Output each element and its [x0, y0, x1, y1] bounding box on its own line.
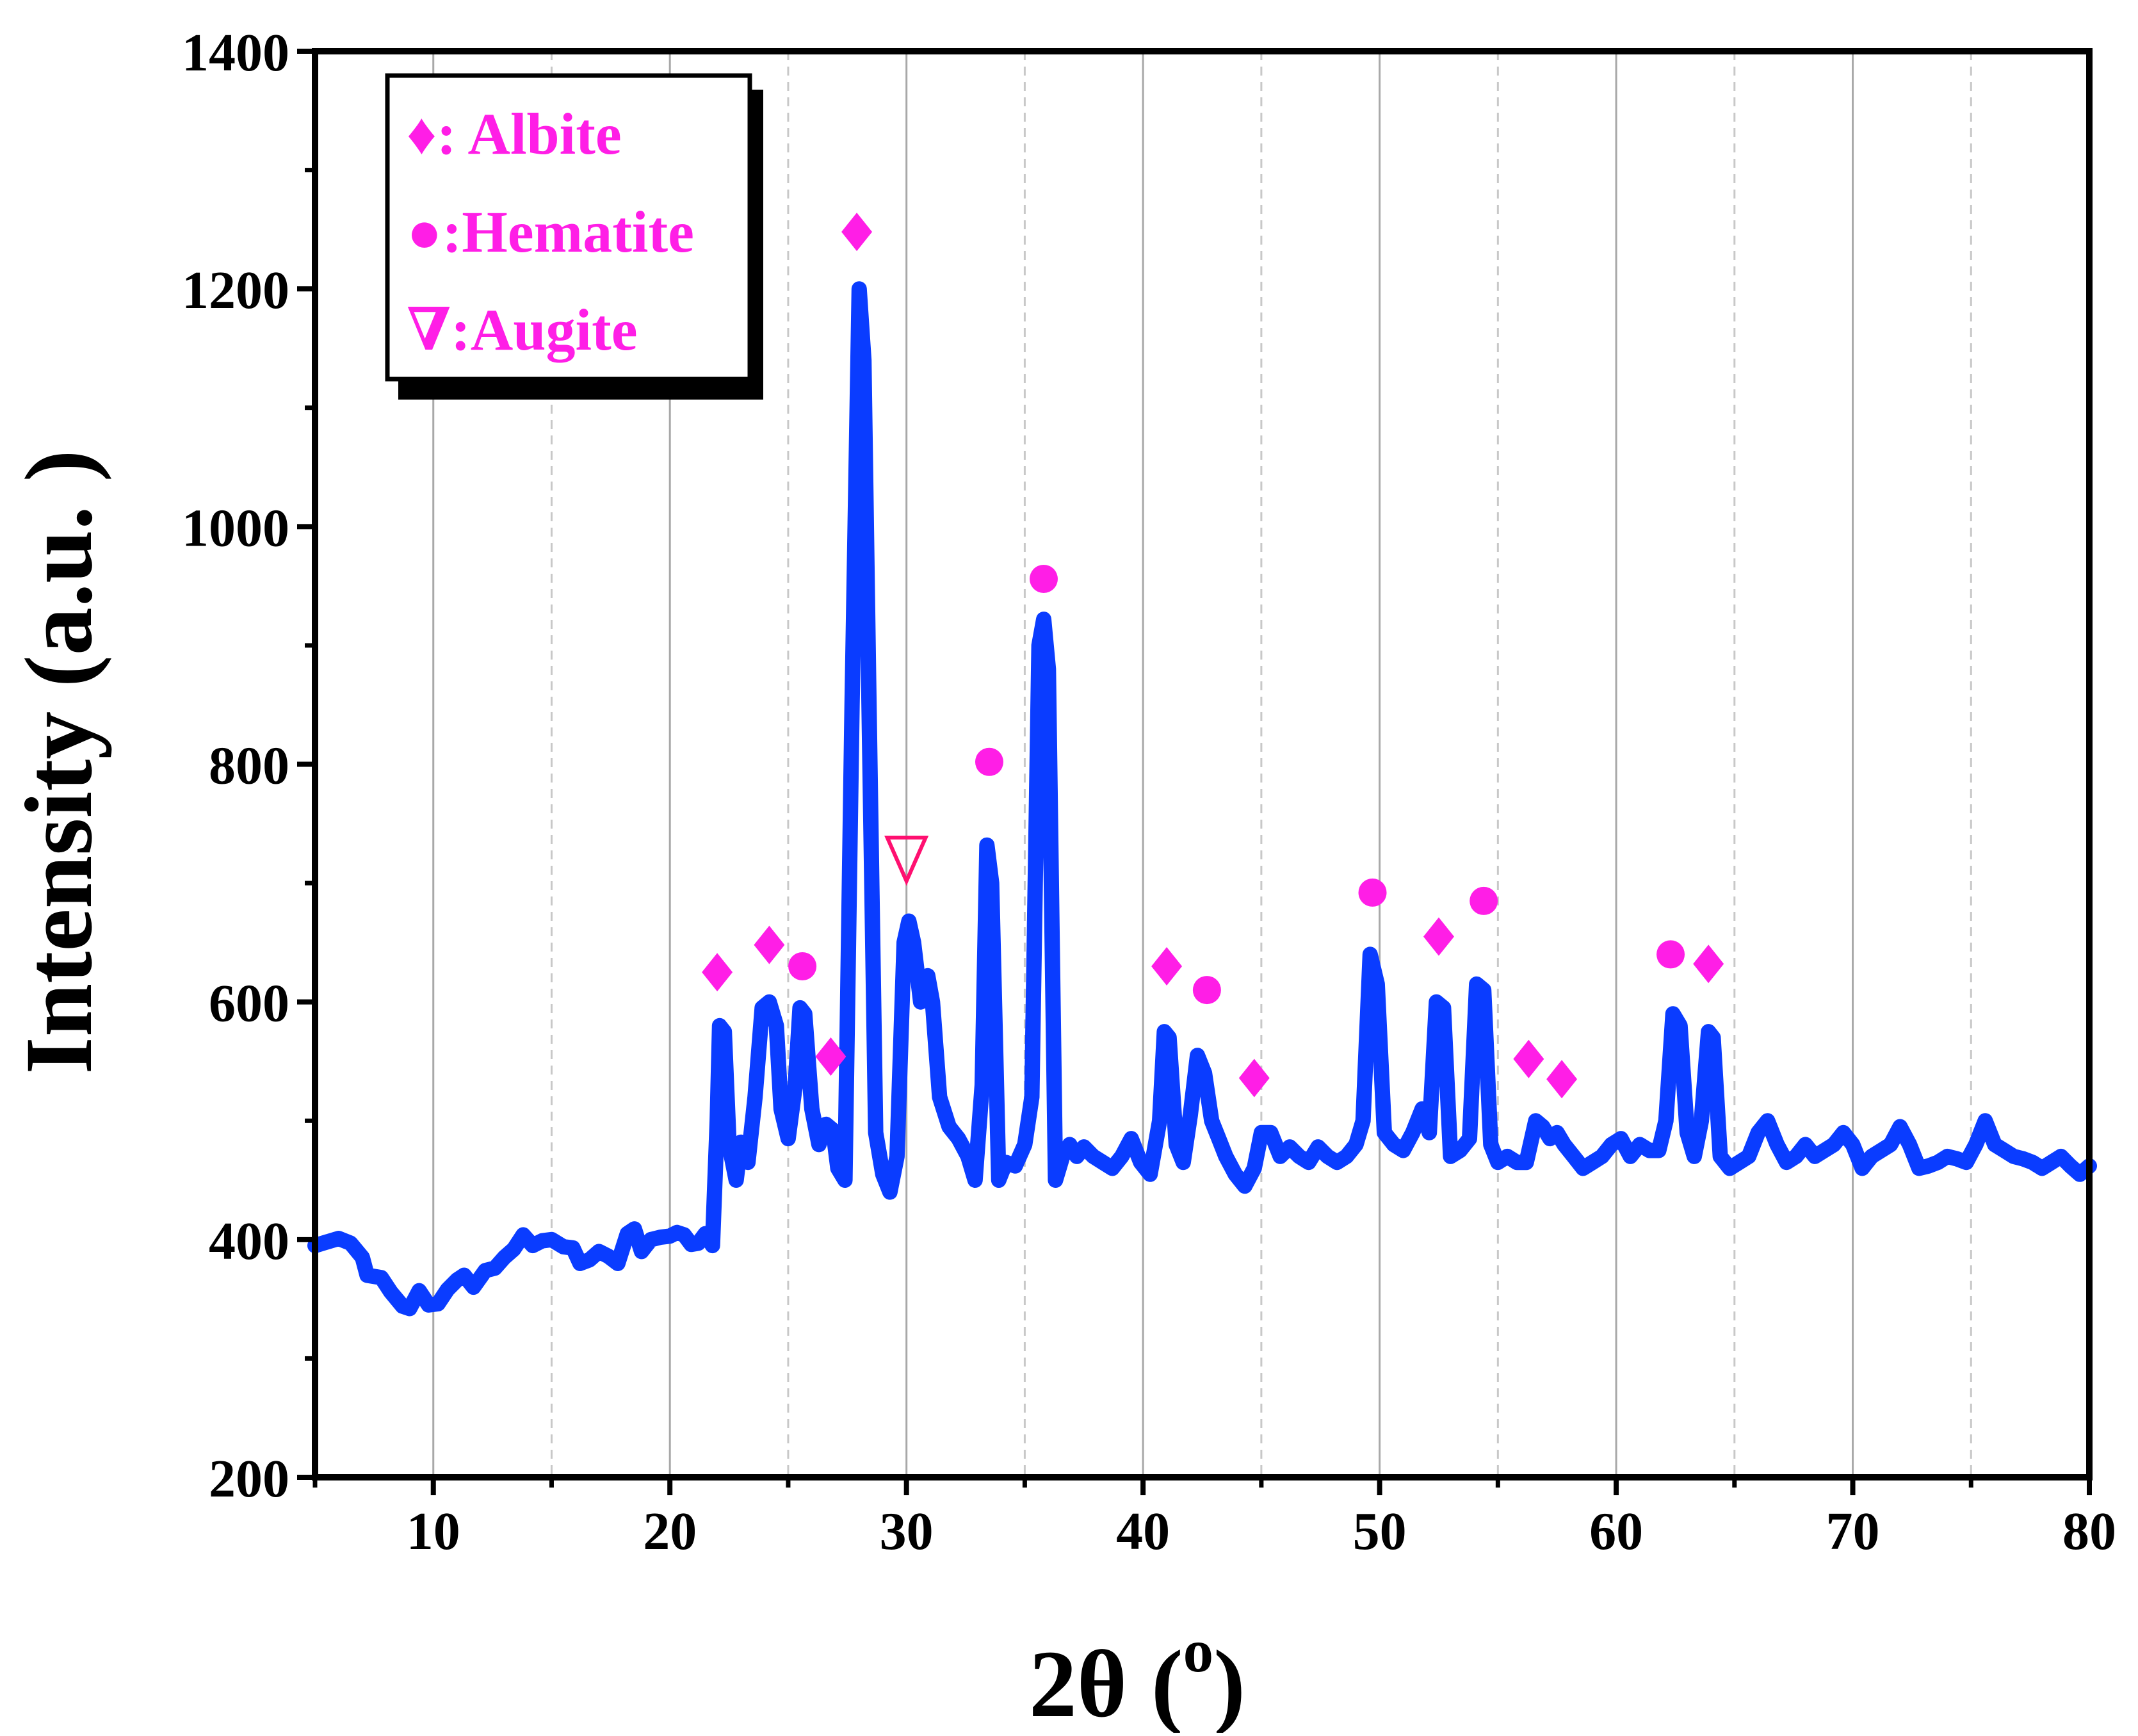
marker-albite-1 — [754, 925, 785, 964]
legend-entry-augite: ∇:Augite — [407, 297, 638, 362]
y-tick-label-1000: 1000 — [182, 498, 289, 558]
legend-albite-label: : Albite — [437, 101, 622, 166]
marker-hematite-11 — [1358, 878, 1387, 907]
y-tick-labels: 200 400 600 800 1000 1200 1400 — [182, 23, 289, 1509]
legend: ♦: Albite ●:Hematite ∇:Augite — [385, 73, 763, 400]
marker-hematite-7 — [1029, 564, 1058, 593]
marker-albite-0 — [702, 953, 733, 992]
x-tick-label-80: 80 — [2062, 1502, 2116, 1561]
x-tick-label-70: 70 — [1826, 1502, 1880, 1561]
y-tick-label-800: 800 — [209, 736, 289, 796]
legend-entry-hematite: ●:Hematite — [407, 199, 694, 264]
marker-albite-14 — [1513, 1039, 1544, 1078]
y-tick-label-1400: 1400 — [182, 23, 289, 83]
x-axis-title-sup: o — [1183, 1617, 1214, 1685]
x-tick-label-60: 60 — [1589, 1502, 1643, 1561]
marker-hematite-9 — [1192, 976, 1221, 1005]
series-line-xrd — [307, 281, 2097, 1317]
axis-ticks — [297, 49, 2092, 1495]
legend-augite-label: :Augite — [451, 297, 637, 362]
x-tick-label-40: 40 — [1116, 1502, 1170, 1561]
x-axis-title: 2θ (o) — [1029, 1617, 1245, 1733]
grid-lines — [432, 51, 1972, 1477]
x-axis-title-close: ) — [1213, 1631, 1245, 1733]
marker-hematite-6 — [975, 747, 1003, 776]
y-tick-label-1200: 1200 — [182, 261, 289, 320]
legend-albite-symbol: ♦ — [407, 101, 437, 166]
marker-hematite-16 — [1656, 940, 1685, 969]
marker-hematite-13 — [1470, 886, 1498, 915]
marker-albite-3 — [815, 1037, 846, 1076]
marker-augite-5 — [884, 835, 929, 886]
x-tick-label-10: 10 — [407, 1502, 460, 1561]
x-tick-labels: 10 20 30 40 50 60 70 80 — [407, 1502, 2116, 1561]
legend-entry-albite: ♦: Albite — [407, 101, 622, 166]
series-layer — [307, 281, 2097, 1317]
legend-augite-symbol: ∇ — [407, 297, 451, 362]
marker-hematite-2 — [788, 952, 817, 980]
x-axis-title-main: 2θ ( — [1029, 1631, 1183, 1733]
marker-albite-15 — [1546, 1060, 1578, 1099]
y-tick-label-600: 600 — [209, 974, 289, 1034]
marker-albite-12 — [1423, 917, 1454, 956]
marker-albite-4 — [841, 213, 873, 252]
legend-box — [385, 73, 752, 382]
marker-albite-10 — [1238, 1059, 1270, 1098]
x-tick-label-50: 50 — [1353, 1502, 1407, 1561]
y-tick-label-400: 400 — [209, 1212, 289, 1271]
x-tick-label-30: 30 — [880, 1502, 934, 1561]
legend-hematite-symbol: ● — [407, 199, 442, 264]
phase-markers — [702, 213, 1724, 1099]
marker-albite-17 — [1693, 945, 1724, 984]
x-tick-label-20: 20 — [643, 1502, 697, 1561]
y-axis-title: Intensity (a.u. ) — [6, 450, 112, 1074]
marker-albite-8 — [1151, 946, 1183, 986]
legend-hematite-label: :Hematite — [442, 199, 694, 264]
y-tick-label-200: 200 — [209, 1449, 289, 1509]
